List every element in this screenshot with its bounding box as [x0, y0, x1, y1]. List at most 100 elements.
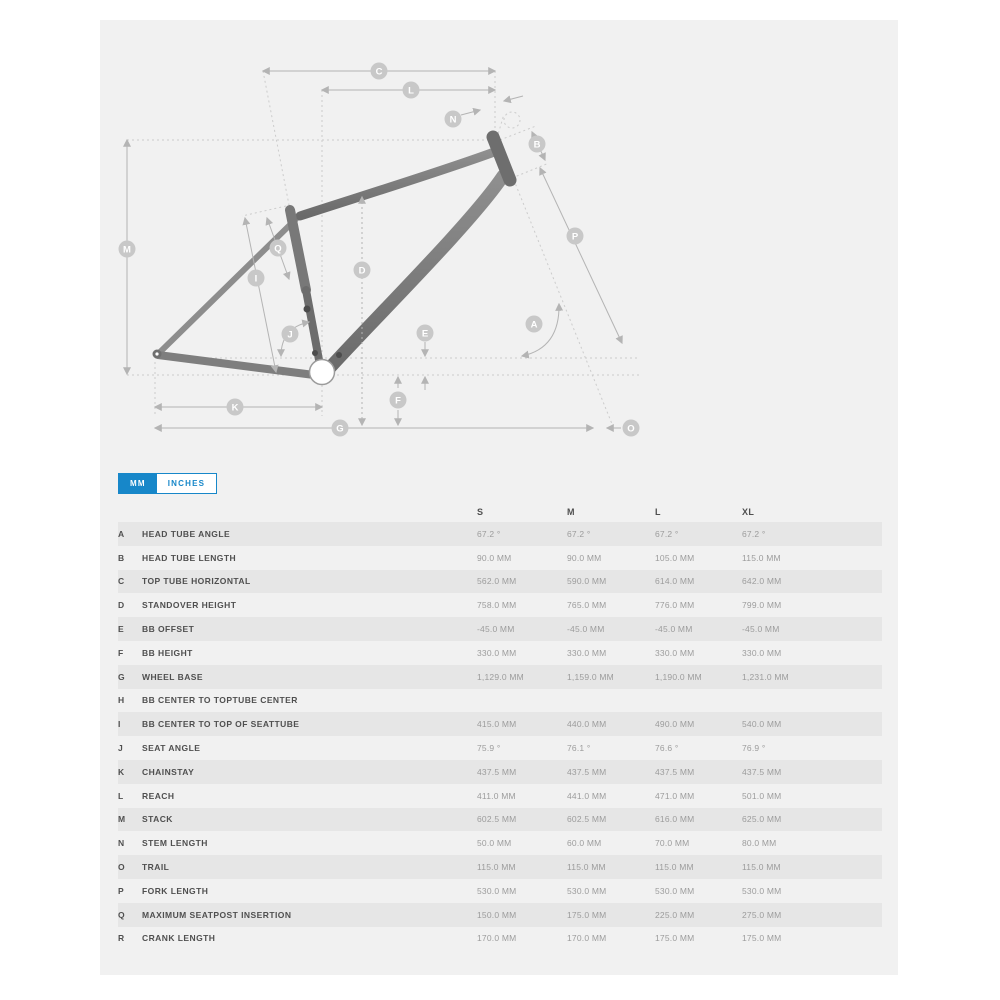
row-letter: F — [118, 647, 124, 658]
bottom-bracket — [308, 358, 336, 386]
row-label: TRAIL — [142, 862, 170, 873]
row-value: 170.0 MM — [567, 933, 607, 944]
table-row: M STACK 602.5 MM 602.5 MM 616.0 MM 625.0 MM — [118, 807, 882, 832]
row-value: 1,129.0 MM — [477, 671, 524, 682]
row-letter: K — [118, 766, 125, 777]
marker-J: J — [281, 325, 299, 343]
row-value: -45.0 MM — [567, 624, 605, 635]
marker-D: D — [353, 261, 371, 279]
column-header-xl: XL — [742, 506, 755, 517]
row-value: 67.2 ° — [477, 528, 501, 539]
dim-bb-to-seattube-top — [242, 216, 279, 374]
chainstay — [154, 351, 326, 380]
svg-text:I: I — [255, 273, 258, 284]
table-row: C TOP TUBE HORIZONTAL 562.0 MM 590.0 MM 614.… — [118, 569, 882, 594]
row-value: 76.9 ° — [742, 743, 766, 754]
row-value: 441.0 MM — [567, 790, 607, 801]
head-tube — [486, 130, 517, 187]
row-label: BB OFFSET — [142, 624, 195, 635]
dim-fork-length — [539, 166, 623, 345]
row-letter: E — [118, 624, 125, 635]
row-letter: N — [118, 838, 125, 849]
row-value: 67.2 ° — [567, 528, 591, 539]
table-row: Q MAXIMUM SEATPOST INSERTION 150.0 MM 175.0… — [118, 902, 882, 927]
row-value: 614.0 MM — [655, 576, 695, 587]
marker-P: P — [566, 227, 584, 245]
svg-text:N: N — [450, 114, 457, 125]
row-value: 275.0 MM — [742, 909, 782, 920]
row-value: 90.0 MM — [567, 552, 602, 563]
row-value: 60.0 MM — [567, 838, 602, 849]
row-label: BB CENTER TO TOPTUBE CENTER — [142, 695, 298, 706]
units-toggle-inches[interactable]: INCHES — [156, 474, 217, 493]
row-letter: R — [118, 933, 125, 944]
table-header: S M L XL — [118, 501, 882, 522]
row-label: STANDOVER HEIGHT — [142, 600, 237, 611]
row-value: 175.0 MM — [655, 933, 695, 944]
row-value: 562.0 MM — [477, 576, 517, 587]
dim-stem-length — [502, 95, 524, 104]
row-value: 80.0 MM — [742, 838, 777, 849]
row-value: 501.0 MM — [742, 790, 782, 801]
geometry-panel: C L N B M Q I D P A E J K F G O MM INCHE… — [100, 20, 898, 975]
table-row: D STANDOVER HEIGHT 758.0 MM 765.0 MM 776.0 M… — [118, 593, 882, 617]
row-letter: D — [118, 600, 125, 611]
marker-I: I — [247, 269, 265, 287]
row-value: 758.0 MM — [477, 600, 517, 611]
row-value: 1,159.0 MM — [567, 671, 614, 682]
row-value: 330.0 MM — [742, 647, 782, 658]
table-row: B HEAD TUBE LENGTH 90.0 MM 90.0 MM 105.0 MM 1… — [118, 546, 882, 570]
bike-frame — [152, 130, 517, 386]
row-value: 67.2 ° — [742, 528, 766, 539]
table-row: E BB OFFSET -45.0 MM -45.0 MM -45.0 MM -45.0 … — [118, 617, 882, 641]
svg-text:E: E — [422, 328, 428, 339]
row-value: -45.0 MM — [477, 624, 515, 635]
row-label: CHAINSTAY — [142, 766, 195, 777]
row-value: 530.0 MM — [655, 885, 695, 896]
row-value: 115.0 MM — [742, 552, 781, 563]
row-label: REACH — [142, 790, 175, 801]
reference-lines — [127, 70, 640, 425]
row-letter: P — [118, 885, 125, 896]
row-value: 115.0 MM — [655, 862, 694, 873]
row-value: 170.0 MM — [477, 933, 517, 944]
row-value: 225.0 MM — [655, 909, 695, 920]
table-row: O TRAIL 115.0 MM 115.0 MM 115.0 MM 115.0 MM — [118, 855, 882, 879]
table-row: J SEAT ANGLE 75.9 ° 76.1 ° 76.6 ° 76.9 ° — [118, 736, 882, 760]
svg-text:O: O — [627, 423, 634, 434]
marker-F: F — [389, 391, 407, 409]
svg-text:J: J — [287, 329, 292, 340]
marker-G: G — [331, 419, 349, 437]
row-value: 440.0 MM — [567, 719, 607, 730]
row-value: 90.0 MM — [477, 552, 512, 563]
row-letter: G — [118, 671, 126, 682]
svg-text:B: B — [534, 139, 541, 150]
row-letter: B — [118, 552, 125, 563]
table-body: A HEAD TUBE ANGLE 67.2 ° 67.2 ° 67.2 ° 67.2 °… — [118, 522, 882, 950]
geometry-table: S M L XL A HEAD TUBE ANGLE 67.2 ° 67.2 ° 67.… — [118, 501, 882, 950]
row-label: TOP TUBE HORIZONTAL — [142, 576, 251, 587]
row-value: 330.0 MM — [655, 647, 695, 658]
row-letter: J — [118, 743, 124, 754]
row-value: 437.5 MM — [477, 766, 517, 777]
row-value: 642.0 MM — [742, 576, 782, 587]
row-label: MAXIMUM SEATPOST INSERTION — [142, 909, 292, 920]
row-label: SEAT ANGLE — [142, 743, 201, 754]
pivot-bolt — [312, 350, 318, 356]
row-value: 799.0 MM — [742, 600, 782, 611]
svg-text:Q: Q — [274, 243, 281, 254]
row-value: 105.0 MM — [655, 552, 695, 563]
column-header-l: L — [655, 506, 661, 517]
units-toggle-mm[interactable]: MM — [119, 474, 157, 493]
marker-N: N — [444, 110, 462, 128]
row-value: 70.0 MM — [655, 838, 690, 849]
row-value: 437.5 MM — [655, 766, 695, 777]
row-letter: Q — [118, 909, 126, 920]
pivot-bolt — [336, 352, 342, 358]
row-value: 616.0 MM — [655, 814, 695, 825]
top-tube — [295, 146, 502, 221]
row-value: 530.0 MM — [567, 885, 607, 896]
table-row: R CRANK LENGTH 170.0 MM 170.0 MM 175.0 MM 175… — [118, 927, 882, 951]
row-letter: C — [118, 576, 125, 587]
marker-K: K — [226, 398, 244, 416]
